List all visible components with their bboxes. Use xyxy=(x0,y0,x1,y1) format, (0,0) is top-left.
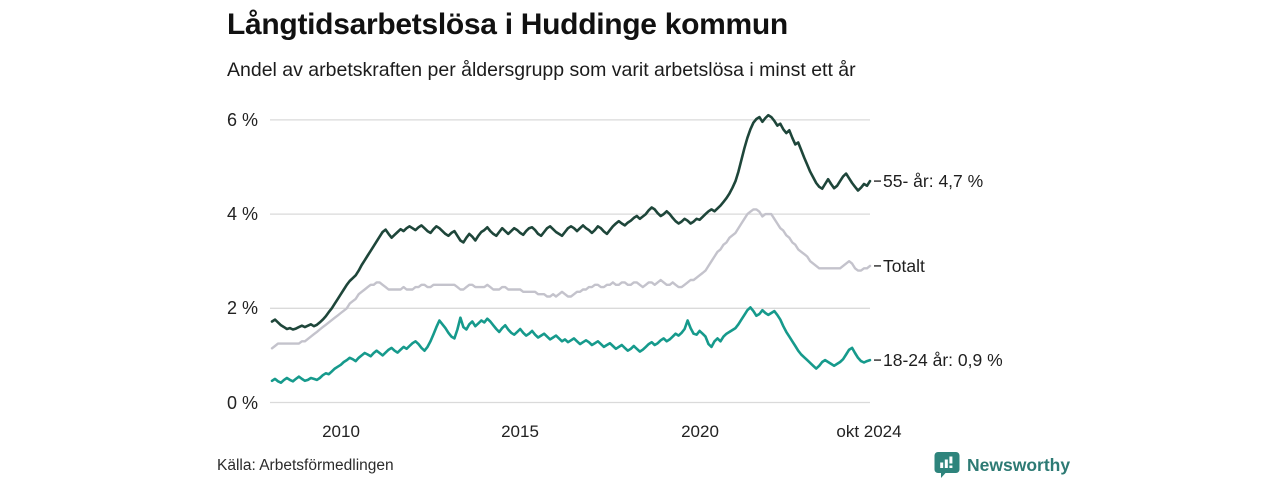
x-tick-2020: 2020 xyxy=(681,422,719,441)
newsworthy-logo[interactable]: Newsworthy xyxy=(934,451,1070,479)
series-line-1824r xyxy=(270,306,872,385)
series-line-55r xyxy=(270,113,872,331)
x-tick-2010: 2010 xyxy=(322,422,360,441)
y-tick-6: 6 % xyxy=(226,110,258,130)
x-tick-2015: 2015 xyxy=(501,422,539,441)
page-title: Långtidsarbetslösa i Huddinge kommun xyxy=(227,8,788,41)
x-tick-okt2024: okt 2024 xyxy=(836,422,902,441)
source-note: Källa: Arbetsförmedlingen xyxy=(217,457,394,474)
y-tick-0: 0 % xyxy=(226,393,258,413)
series-end-label-55ar: 55- år: 4,7 % xyxy=(883,171,984,191)
series-end-label-totalt: Totalt xyxy=(883,256,925,276)
newsworthy-pin-icon xyxy=(934,452,960,478)
series-end-label-1824ar: 18-24 år: 0,9 % xyxy=(883,350,1003,370)
y-tick-2: 2 % xyxy=(226,298,258,318)
y-tick-4: 4 % xyxy=(226,204,258,224)
chart-subtitle: Andel av arbetskraften per åldersgrupp s… xyxy=(227,59,856,81)
newsworthy-wordmark: Newsworthy xyxy=(967,454,1071,475)
series-line-Totalt xyxy=(270,208,872,350)
